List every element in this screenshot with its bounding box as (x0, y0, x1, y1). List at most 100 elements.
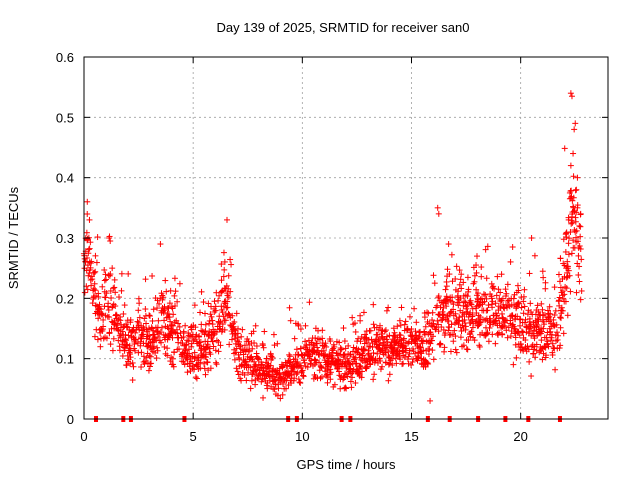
data-point (424, 359, 431, 366)
data-point (437, 304, 444, 311)
data-point (547, 310, 554, 317)
data-point (304, 364, 311, 371)
data-point (570, 194, 577, 201)
data-point (86, 216, 93, 223)
data-point (313, 340, 320, 347)
data-point (575, 252, 582, 259)
data-point (218, 288, 225, 295)
data-point (229, 312, 236, 319)
data-point (149, 317, 156, 324)
data-point (185, 332, 192, 339)
data-point (221, 266, 228, 273)
data-point (370, 301, 377, 308)
data-point (129, 377, 136, 384)
y-tick-label: 0.3 (56, 231, 74, 246)
data-point (130, 363, 137, 370)
data-point (577, 233, 584, 240)
data-point (127, 354, 134, 361)
data-point (158, 324, 165, 331)
data-point (192, 374, 199, 381)
data-point (544, 307, 551, 314)
data-point (341, 370, 348, 377)
data-point (199, 352, 206, 359)
data-point (118, 270, 125, 277)
data-point (180, 333, 187, 340)
data-point (544, 340, 551, 347)
data-point (457, 276, 464, 283)
data-point (450, 338, 457, 345)
data-point (338, 346, 345, 353)
y-tick-label: 0.1 (56, 352, 74, 367)
data-point (534, 302, 541, 309)
data-point (286, 351, 293, 358)
data-point (271, 386, 278, 393)
data-point (574, 174, 581, 181)
data-point (107, 271, 114, 278)
data-point (175, 346, 182, 353)
data-point (539, 268, 546, 275)
data-point (254, 355, 261, 362)
data-point (293, 346, 300, 353)
data-point (97, 343, 104, 350)
data-point (576, 222, 583, 229)
data-point (435, 328, 442, 335)
data-point (564, 263, 571, 270)
data-point (219, 309, 226, 316)
data-point (189, 362, 196, 369)
data-point (560, 330, 567, 337)
data-point (170, 322, 177, 329)
data-point (531, 252, 538, 259)
data-point (127, 347, 134, 354)
data-point (546, 303, 553, 310)
data-point (297, 326, 304, 333)
data-point (106, 330, 113, 337)
data-point (463, 303, 470, 310)
data-point (158, 339, 165, 346)
data-point (109, 347, 116, 354)
data-point (267, 362, 274, 369)
data-point (480, 291, 487, 298)
data-point (220, 249, 227, 256)
data-point (353, 360, 360, 367)
data-point (342, 384, 349, 391)
data-point (386, 332, 393, 339)
data-point (198, 288, 205, 295)
data-point (392, 355, 399, 362)
data-point (132, 329, 139, 336)
data-point (573, 289, 580, 296)
data-point (540, 325, 547, 332)
data-point (371, 371, 378, 378)
data-point (191, 349, 198, 356)
data-point (389, 362, 396, 369)
data-point (105, 307, 112, 314)
data-point (311, 356, 318, 363)
data-point (247, 364, 254, 371)
data-point (228, 261, 235, 268)
data-point (319, 335, 326, 342)
data-point (391, 329, 398, 336)
data-point (571, 126, 578, 133)
data-point (87, 276, 94, 283)
data-point (269, 354, 276, 361)
data-point (389, 355, 396, 362)
data-point (161, 317, 168, 324)
data-point (422, 323, 429, 330)
data-point (237, 342, 244, 349)
data-point (145, 367, 152, 374)
data-point (573, 209, 580, 216)
data-point (357, 317, 364, 324)
data-point (449, 294, 456, 301)
data-point (452, 275, 459, 282)
data-point (221, 326, 228, 333)
data-point (286, 353, 293, 360)
data-point (515, 287, 522, 294)
data-point (370, 349, 377, 356)
data-point (327, 369, 334, 376)
data-point (421, 314, 428, 321)
data-point (327, 338, 334, 345)
data-point (464, 274, 471, 281)
data-point (180, 358, 187, 365)
data-point (209, 321, 216, 328)
data-point (279, 391, 286, 398)
data-point (207, 365, 214, 372)
